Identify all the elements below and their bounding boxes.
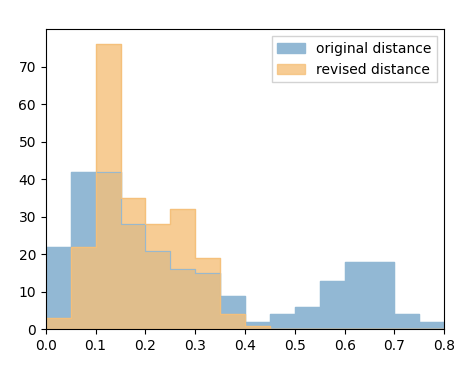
- Legend: original distance, revised distance: original distance, revised distance: [272, 36, 437, 82]
